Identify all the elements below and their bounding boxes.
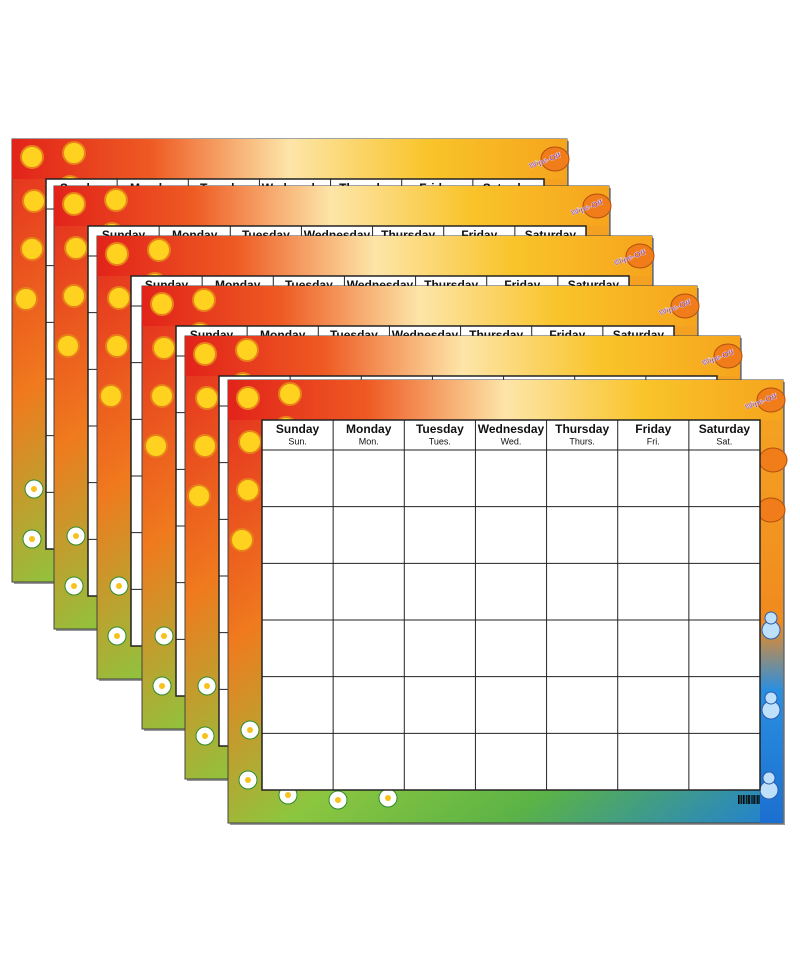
pumpkin-decoration bbox=[670, 293, 700, 319]
daisy-center bbox=[116, 583, 122, 589]
daisy-center bbox=[335, 797, 341, 803]
daisy-center bbox=[114, 633, 120, 639]
day-name: Saturday bbox=[699, 422, 751, 436]
right-border bbox=[760, 380, 783, 823]
top-border bbox=[142, 286, 697, 326]
day-abbreviation: Mon. bbox=[359, 436, 379, 446]
sun-decoration bbox=[105, 334, 129, 358]
pumpkin-decoration bbox=[756, 387, 786, 413]
pumpkin-decoration bbox=[713, 343, 743, 369]
sun-decoration bbox=[152, 336, 176, 360]
sun-decoration bbox=[62, 141, 86, 165]
barcode-bar bbox=[752, 795, 754, 804]
pumpkin-decoration bbox=[582, 193, 612, 219]
daisy-center bbox=[71, 583, 77, 589]
daisy-center bbox=[247, 727, 253, 733]
daisy-center bbox=[245, 777, 251, 783]
daisy-center bbox=[385, 795, 391, 801]
barcode-bar bbox=[739, 795, 741, 804]
sun-decoration bbox=[20, 145, 44, 169]
sun-decoration bbox=[20, 237, 44, 261]
sun-decoration bbox=[107, 286, 131, 310]
day-abbreviation: Tues. bbox=[429, 436, 451, 446]
day-abbreviation: Fri. bbox=[647, 436, 660, 446]
day-abbreviation: Wed. bbox=[501, 436, 522, 446]
barcode-bar bbox=[747, 795, 749, 804]
daisy-center bbox=[73, 533, 79, 539]
day-name: Sunday bbox=[276, 422, 320, 436]
barcode-bar bbox=[744, 795, 746, 804]
barcode-bar bbox=[738, 795, 740, 804]
calendar-grid bbox=[261, 419, 761, 791]
sun-decoration bbox=[104, 188, 128, 212]
pumpkin-decoration bbox=[625, 243, 655, 269]
day-abbreviation: Sun. bbox=[288, 436, 307, 446]
top-border bbox=[228, 380, 783, 420]
sun-decoration bbox=[195, 386, 219, 410]
barcode-bar bbox=[758, 795, 760, 804]
sun-decoration bbox=[238, 430, 262, 454]
top-border bbox=[12, 139, 567, 179]
pumpkin-decoration bbox=[758, 447, 788, 473]
sun-decoration bbox=[147, 238, 171, 262]
daisy-center bbox=[159, 683, 165, 689]
sun-decoration bbox=[192, 288, 216, 312]
sun-decoration bbox=[236, 478, 260, 502]
top-border bbox=[54, 186, 609, 226]
sun-decoration bbox=[278, 382, 302, 406]
barcode-bar bbox=[750, 795, 752, 804]
daisy-center bbox=[29, 536, 35, 542]
top-border bbox=[97, 236, 652, 276]
daisy-center bbox=[204, 683, 210, 689]
sun-decoration bbox=[150, 292, 174, 316]
sun-decoration bbox=[236, 386, 260, 410]
day-name: Friday bbox=[635, 422, 671, 436]
barcode-bar bbox=[746, 795, 747, 804]
barcode-bar bbox=[749, 795, 750, 804]
day-name: Tuesday bbox=[416, 422, 464, 436]
sun-decoration bbox=[150, 384, 174, 408]
snowman-head bbox=[764, 691, 778, 705]
daisy-center bbox=[202, 733, 208, 739]
daisy-center bbox=[285, 792, 291, 798]
snowman-head bbox=[764, 611, 778, 625]
barcode-bar bbox=[741, 795, 742, 804]
day-abbreviation: Sat. bbox=[716, 436, 732, 446]
sun-decoration bbox=[14, 287, 38, 311]
sun-decoration bbox=[235, 338, 259, 362]
sun-decoration bbox=[230, 528, 254, 552]
day-name: Wednesday bbox=[478, 422, 545, 436]
sun-decoration bbox=[62, 192, 86, 216]
pumpkin-decoration bbox=[756, 497, 786, 523]
barcode-bar bbox=[742, 795, 744, 804]
sun-decoration bbox=[62, 284, 86, 308]
sun-decoration bbox=[99, 384, 123, 408]
pumpkin-decoration bbox=[540, 146, 570, 172]
day-name: Monday bbox=[346, 422, 392, 436]
barcode-bar bbox=[754, 795, 755, 804]
barcode-bar bbox=[757, 795, 759, 804]
sun-decoration bbox=[105, 242, 129, 266]
daisy-center bbox=[161, 633, 167, 639]
sun-decoration bbox=[56, 334, 80, 358]
sun-decoration bbox=[64, 236, 88, 260]
day-name: Thursday bbox=[555, 422, 609, 436]
sun-decoration bbox=[144, 434, 168, 458]
sun-decoration bbox=[193, 434, 217, 458]
daisy-center bbox=[31, 486, 37, 492]
sun-decoration bbox=[187, 484, 211, 508]
day-abbreviation: Thurs. bbox=[569, 436, 595, 446]
sun-decoration bbox=[193, 342, 217, 366]
sun-decoration bbox=[22, 189, 46, 213]
snowman-head bbox=[762, 771, 776, 785]
calendar-sheet: Wipe-OffSundaySun.MondayMon.TuesdayTues.… bbox=[227, 379, 788, 825]
barcode-bar bbox=[755, 795, 757, 804]
top-border bbox=[185, 336, 740, 376]
